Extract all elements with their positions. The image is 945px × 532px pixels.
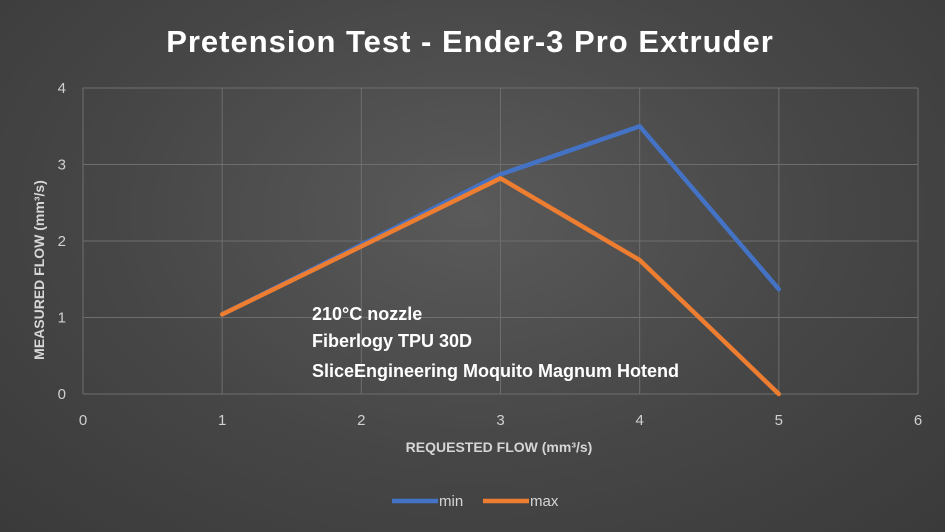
y-tick-label: 2 [58, 233, 66, 250]
legend-label-max: max [530, 493, 559, 510]
y-tick-label: 4 [58, 80, 66, 97]
tick-labels: 0 1 2 3 4 0 1 2 3 4 5 6 [58, 80, 923, 429]
annotation-nozzle: 210°C nozzle [312, 304, 422, 324]
legend: min max [392, 493, 559, 510]
series-lines [219, 124, 782, 397]
annotation-hotend: SliceEngineering Moquito Magnum Hotend [312, 361, 679, 381]
y-tick-label: 3 [58, 157, 66, 174]
gridlines [82, 87, 919, 395]
y-tick-label: 1 [58, 310, 66, 327]
x-axis-label: REQUESTED FLOW (mm³/s) [406, 439, 593, 455]
legend-label-min: min [439, 493, 463, 510]
annotation-filament: Fiberlogy TPU 30D [312, 331, 472, 351]
x-tick-label: 4 [635, 412, 643, 429]
x-tick-label: 2 [357, 412, 365, 429]
series-line-max [219, 176, 782, 397]
y-axis-label: MEASURED FLOW (mm³/s) [31, 180, 47, 360]
x-tick-label: 3 [496, 412, 504, 429]
x-tick-label: 5 [775, 412, 783, 429]
x-tick-label: 0 [79, 412, 87, 429]
y-tick-label: 0 [58, 386, 66, 403]
chart-title: Pretension Test - Ender-3 Pro Extruder [166, 24, 774, 59]
x-tick-label: 6 [914, 412, 922, 429]
x-tick-label: 1 [218, 412, 226, 429]
